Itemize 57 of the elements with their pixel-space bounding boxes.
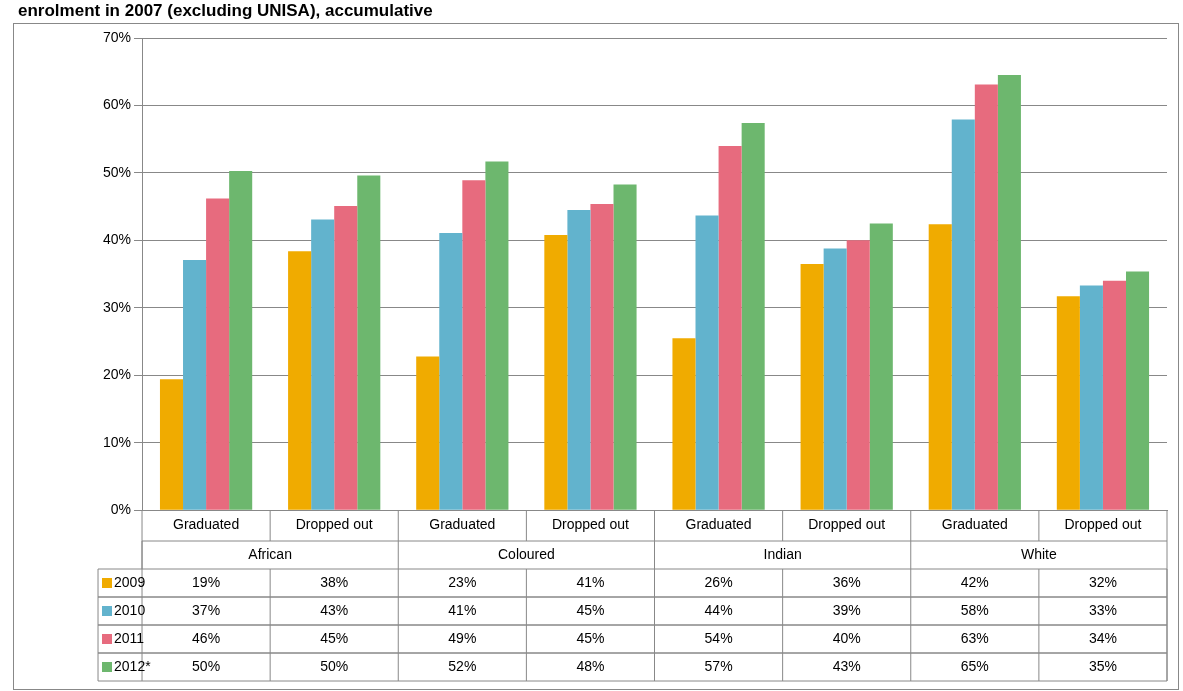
data-label: 65% — [960, 657, 989, 674]
x-tick-label: Dropped out — [551, 516, 630, 533]
data-label: 39% — [832, 601, 861, 618]
x-tick-label: Graduated — [941, 516, 1008, 533]
data-label: 40% — [832, 629, 861, 646]
data-label: 44% — [704, 601, 733, 618]
data-label: 23% — [448, 573, 477, 590]
data-label: 38% — [320, 573, 349, 590]
data-label: 63% — [960, 629, 989, 646]
y-tick-label: 50% — [102, 163, 132, 180]
x-tick-label: Dropped out — [1064, 516, 1142, 533]
data-label: 43% — [320, 601, 349, 618]
data-label: 33% — [1088, 601, 1117, 618]
y-tick-label: 10% — [102, 433, 132, 450]
data-label: 32% — [1088, 573, 1117, 590]
legend-label: 2012* — [114, 657, 152, 674]
data-label: 45% — [576, 629, 605, 646]
data-label: 52% — [448, 657, 477, 674]
text: Coloured — [497, 545, 555, 562]
data-label: 43% — [832, 657, 861, 674]
x-tick-label: Graduated — [685, 516, 752, 533]
y-tick-label: 30% — [102, 298, 132, 315]
data-label: 50% — [192, 657, 221, 674]
data-label: 45% — [576, 601, 605, 618]
y-tick-label: 20% — [102, 366, 132, 383]
y-tick-label: 60% — [102, 96, 132, 113]
data-label: 58% — [960, 601, 989, 618]
x-tick-label: Graduated — [429, 516, 496, 533]
legend-label: 2010 — [114, 601, 146, 618]
y-tick-label: 0% — [110, 501, 132, 518]
data-label: 49% — [448, 629, 477, 646]
text: Indian — [763, 545, 802, 562]
data-label: 54% — [704, 629, 733, 646]
y-tick-label: 70% — [102, 28, 132, 45]
y-tick-label: 40% — [102, 231, 132, 248]
data-label: 41% — [448, 601, 477, 618]
legend-label: 2009 — [114, 573, 146, 590]
data-label: 37% — [192, 601, 221, 618]
data-label: 36% — [832, 573, 861, 590]
data-label: 45% — [320, 629, 349, 646]
data-label: 46% — [192, 629, 221, 646]
x-tick-label: Graduated — [173, 516, 240, 533]
data-label: 35% — [1088, 657, 1117, 674]
text: African — [248, 545, 292, 562]
text: White — [1020, 545, 1057, 562]
legend-label: 2011 — [114, 629, 145, 646]
data-label: 48% — [576, 657, 605, 674]
chart-title: enrolment in 2007 (excluding UNISA), accumulative — [18, 1, 433, 21]
data-label: 57% — [704, 657, 733, 674]
x-tick-label: Dropped out — [808, 516, 886, 533]
data-label: 42% — [960, 573, 989, 590]
data-label: 41% — [576, 573, 605, 590]
data-label: 34% — [1088, 629, 1117, 646]
data-label: 50% — [320, 657, 349, 674]
x-tick-label: Dropped out — [295, 516, 373, 533]
data-label: 26% — [704, 573, 733, 590]
data-label: 19% — [192, 573, 221, 590]
